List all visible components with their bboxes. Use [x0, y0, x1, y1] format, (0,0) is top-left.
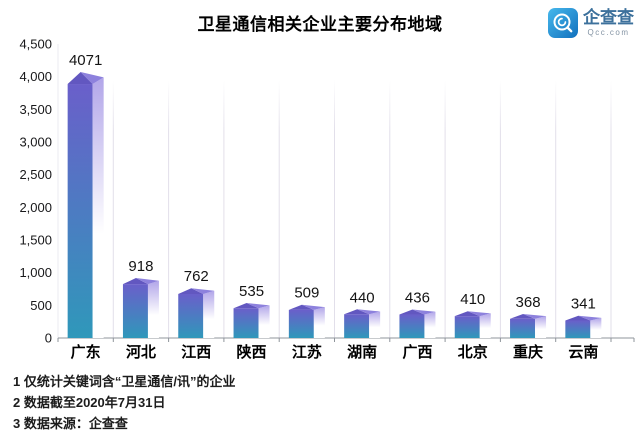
- category-label: 湖南: [347, 343, 377, 361]
- bar-front: [233, 308, 259, 338]
- bar-北京: 410 北京: [454, 291, 491, 361]
- bar-云南: 341 云南: [565, 296, 602, 361]
- bar-roof-left: [399, 309, 425, 315]
- bar-重庆: 368 重庆: [510, 294, 547, 361]
- bar-陕西: 535 陕西: [233, 283, 270, 361]
- bar-side: [590, 317, 602, 338]
- value-label: 368: [516, 294, 541, 311]
- category-label: 重庆: [513, 343, 543, 361]
- bar-roof-left: [344, 309, 370, 315]
- value-label: 440: [350, 289, 375, 306]
- y-axis-label: 0: [45, 331, 52, 346]
- value-label: 918: [128, 258, 153, 275]
- y-axis-label: 3,000: [19, 135, 52, 150]
- bar-roof-right: [246, 303, 270, 309]
- bar-roof-left: [233, 303, 259, 309]
- y-axis-label: 2,500: [19, 167, 52, 182]
- value-label: 436: [405, 290, 430, 307]
- bar-front: [454, 316, 480, 338]
- y-axis-label: 500: [30, 298, 52, 313]
- footnote-3: 3 数据来源：企查查: [13, 416, 128, 431]
- bar-roof-right: [80, 72, 104, 85]
- bar-roof-right: [578, 315, 602, 321]
- y-axis-label: 1,000: [19, 265, 52, 280]
- qcc-logo-domain: Qcc.com: [587, 28, 630, 37]
- bar-side: [369, 311, 381, 338]
- bar-roof-left: [454, 311, 480, 317]
- bar-front: [344, 314, 370, 338]
- bar-roof-right: [357, 309, 381, 315]
- footnote-2: 2 数据截至2020年7月31日: [13, 395, 166, 410]
- qcc-logo-icon: [548, 8, 578, 38]
- category-label: 陕西: [237, 343, 267, 361]
- bar-roof-right: [135, 278, 159, 285]
- y-axis-label: 2,000: [19, 200, 52, 215]
- category-label: 云南: [568, 343, 598, 361]
- bar-广西: 436 广西: [399, 290, 436, 361]
- category-label: 河北: [126, 343, 156, 361]
- bar-side: [313, 307, 325, 338]
- bar-front: [178, 293, 204, 338]
- category-label: 江西: [181, 343, 211, 361]
- value-label: 762: [184, 268, 209, 285]
- bar-front: [565, 320, 591, 338]
- bar-roof-right: [412, 309, 436, 315]
- bar-roof-right: [467, 311, 491, 317]
- chart-title: 卫星通信相关企业主要分布地域: [197, 15, 443, 34]
- qcc-logo-name: 企查查: [583, 8, 634, 27]
- bar-湖南: 440 湖南: [344, 289, 381, 361]
- bar-roof-right: [523, 313, 547, 319]
- bar-side: [424, 311, 436, 338]
- bar-front: [288, 309, 314, 338]
- bar-side: [479, 313, 491, 338]
- y-axis-label: 4,500: [19, 37, 52, 52]
- y-axis-label: 3,500: [19, 102, 52, 117]
- category-label: 广东: [71, 343, 101, 361]
- footnotes: 1 仅统计关键词含“卫星通信/讯”的企业 2 数据截至2020年7月31日 3 …: [13, 371, 235, 434]
- bar-roof-left: [178, 288, 204, 294]
- bar-江西: 762 江西: [178, 268, 215, 361]
- category-label: 北京: [458, 343, 488, 361]
- bar-roof-left: [67, 72, 93, 85]
- bar-side: [258, 305, 270, 338]
- value-label: 509: [294, 285, 319, 302]
- bar-roof-right: [191, 288, 215, 294]
- bar-河北: 918 河北: [122, 258, 159, 361]
- bar-front: [122, 284, 148, 338]
- bar-roof-left: [510, 313, 536, 319]
- bar-front: [399, 314, 425, 338]
- bar-side: [203, 290, 215, 338]
- y-axis-label: 4,000: [19, 69, 52, 84]
- value-label: 535: [239, 283, 264, 300]
- bar-roof-left: [565, 315, 591, 321]
- bar-chart: 0 500 1,000 1,500 2,000 2,500 3,000 3,500 4,000 4…: [19, 37, 635, 361]
- value-label: 341: [571, 296, 596, 313]
- bar-side: [92, 77, 104, 338]
- bar-side: [535, 316, 547, 338]
- value-label: 410: [460, 291, 485, 308]
- value-label: 4071: [69, 52, 102, 69]
- bar-roof-left: [288, 304, 314, 310]
- category-label: 广西: [402, 343, 432, 361]
- qcc-logo: 企查查 Qcc.com: [548, 8, 634, 38]
- bar-广东: 4071 广东: [67, 52, 104, 361]
- bar-side: [147, 280, 159, 338]
- bar-front: [510, 318, 536, 338]
- bar-roof-right: [301, 304, 325, 310]
- y-axis-label: 1,500: [19, 233, 52, 248]
- bar-roof-left: [122, 278, 148, 285]
- category-label: 江苏: [292, 343, 322, 361]
- bar-front: [67, 84, 93, 338]
- bar-江苏: 509 江苏: [288, 285, 325, 361]
- footnote-1: 1 仅统计关键词含“卫星通信/讯”的企业: [13, 374, 236, 389]
